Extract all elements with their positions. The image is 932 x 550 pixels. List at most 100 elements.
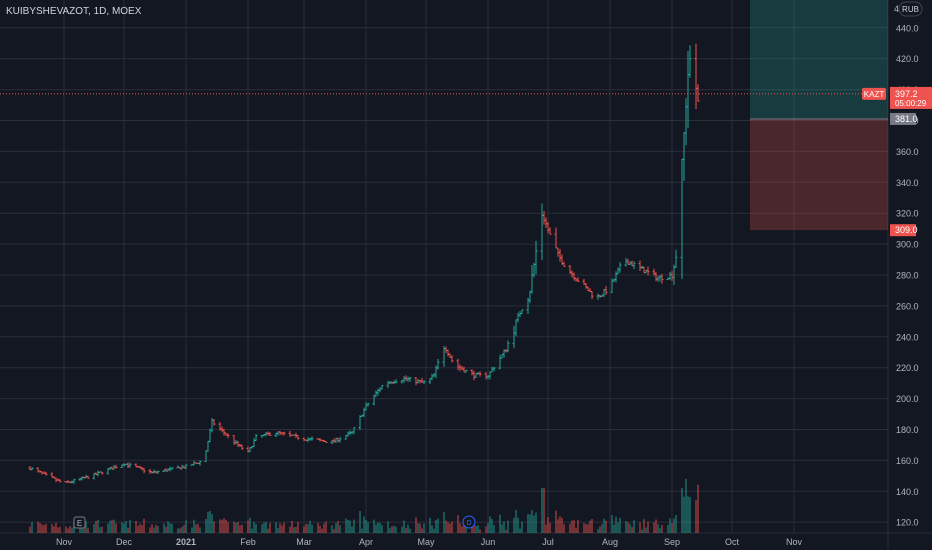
volume-bar: [317, 522, 319, 533]
volume-bar: [325, 521, 327, 533]
volume-bar: [415, 517, 417, 533]
volume-bar: [501, 524, 503, 533]
x-tick-label: Mar: [296, 537, 312, 547]
volume-bar: [613, 524, 615, 533]
volume-bar: [445, 520, 447, 533]
volume-bar: [395, 526, 397, 533]
x-tick-label: Oct: [725, 537, 740, 547]
y-tick-label: 280.0: [896, 270, 919, 280]
y-tick-label: 300.0: [896, 240, 919, 250]
x-tick-label: 2021: [176, 537, 196, 547]
y-tick-label: 340.0: [896, 178, 919, 188]
volume-bar: [45, 523, 47, 533]
volume-bar: [283, 522, 285, 533]
volume-bar: [319, 525, 321, 533]
volume-bar: [107, 523, 109, 533]
volume-bar: [513, 517, 515, 533]
earnings-icon[interactable]: [73, 516, 86, 529]
volume-bar: [97, 519, 99, 533]
volume-bar: [235, 522, 237, 533]
volume-bar: [255, 524, 257, 533]
volume-bar: [629, 524, 631, 533]
volume-bar: [603, 518, 605, 533]
volume-bar: [127, 527, 129, 533]
earnings-marker[interactable]: E: [73, 516, 86, 529]
volume-bar: [225, 519, 227, 533]
volume-bar: [549, 522, 551, 533]
volume-bar: [309, 520, 311, 533]
volume-bar: [659, 528, 661, 533]
volume-bar: [529, 514, 531, 533]
x-tick-label: Nov: [786, 537, 803, 547]
volume-bar: [295, 526, 297, 533]
volume-bar: [493, 525, 495, 533]
volume-bar: [169, 523, 171, 533]
volume-bar: [561, 517, 563, 533]
x-tick-label: Nov: [56, 537, 73, 547]
currency-label: RUB: [902, 5, 919, 14]
last-price-value: 397.2: [895, 89, 918, 99]
y-tick-label: 140.0: [896, 487, 919, 497]
volume-bar: [83, 526, 85, 533]
chart-title: KUIBYSHEVAZOT, 1D, MOEX: [6, 6, 142, 17]
volume-bar: [519, 528, 521, 533]
currency-button-frame[interactable]: [898, 1, 923, 17]
volume-bar: [179, 528, 181, 533]
y-tick-label: 260.0: [896, 301, 919, 311]
volume-bar: [657, 524, 659, 533]
volume-bar: [393, 525, 395, 533]
volume-bar: [461, 526, 463, 533]
volume-bar: [535, 512, 537, 533]
volume-bar: [381, 525, 383, 533]
volume-bar: [571, 520, 573, 533]
volume-bar: [351, 526, 353, 533]
x-tick-label: Aug: [602, 537, 618, 547]
volume-bar: [435, 519, 437, 533]
volume-bar: [359, 511, 361, 533]
volume-bar: [457, 515, 459, 533]
volume-bar: [99, 527, 101, 533]
volume-bar: [443, 512, 445, 533]
volume-bar: [337, 520, 339, 533]
dividend-icon[interactable]: [462, 515, 476, 529]
volume-bar: [515, 509, 517, 533]
volume-bar: [141, 525, 143, 533]
volume-bar: [619, 517, 621, 533]
volume-bar: [463, 525, 465, 533]
volume-bar: [53, 526, 55, 533]
volume-bar: [647, 521, 649, 533]
volume-bar: [577, 519, 579, 533]
last-price-badge: [890, 86, 932, 109]
volume-bar: [573, 520, 575, 533]
volume-bar: [559, 516, 561, 533]
volume-bar: [575, 527, 577, 533]
volume-bar: [277, 528, 279, 533]
volume-bar: [111, 520, 113, 533]
dividend-marker[interactable]: D: [462, 515, 476, 529]
currency-button[interactable]: RUB: [898, 1, 923, 17]
volume-bar: [507, 520, 509, 533]
volume-bar: [597, 528, 599, 533]
volume-bar: [109, 520, 111, 533]
volume-bar: [181, 526, 183, 533]
y-tick-label: 200.0: [896, 394, 919, 404]
volume-bar: [281, 525, 283, 533]
volume-bar: [87, 527, 89, 533]
volume-bar: [249, 517, 251, 533]
volume-bar: [419, 523, 421, 533]
volume-bar: [375, 524, 377, 533]
volume-bar: [583, 523, 585, 533]
volume-bar: [421, 528, 423, 533]
volume-bar: [451, 521, 453, 533]
volume-bar: [361, 528, 363, 533]
volume-bar: [135, 521, 137, 533]
volume-bar: [43, 525, 45, 533]
volume-bar: [417, 523, 419, 533]
volume-bar: [331, 525, 333, 533]
volume-bar: [379, 522, 381, 533]
volume-bar: [239, 525, 241, 533]
volume-bar: [633, 520, 635, 533]
volume-bar: [485, 526, 487, 533]
volume-bar: [311, 524, 313, 533]
